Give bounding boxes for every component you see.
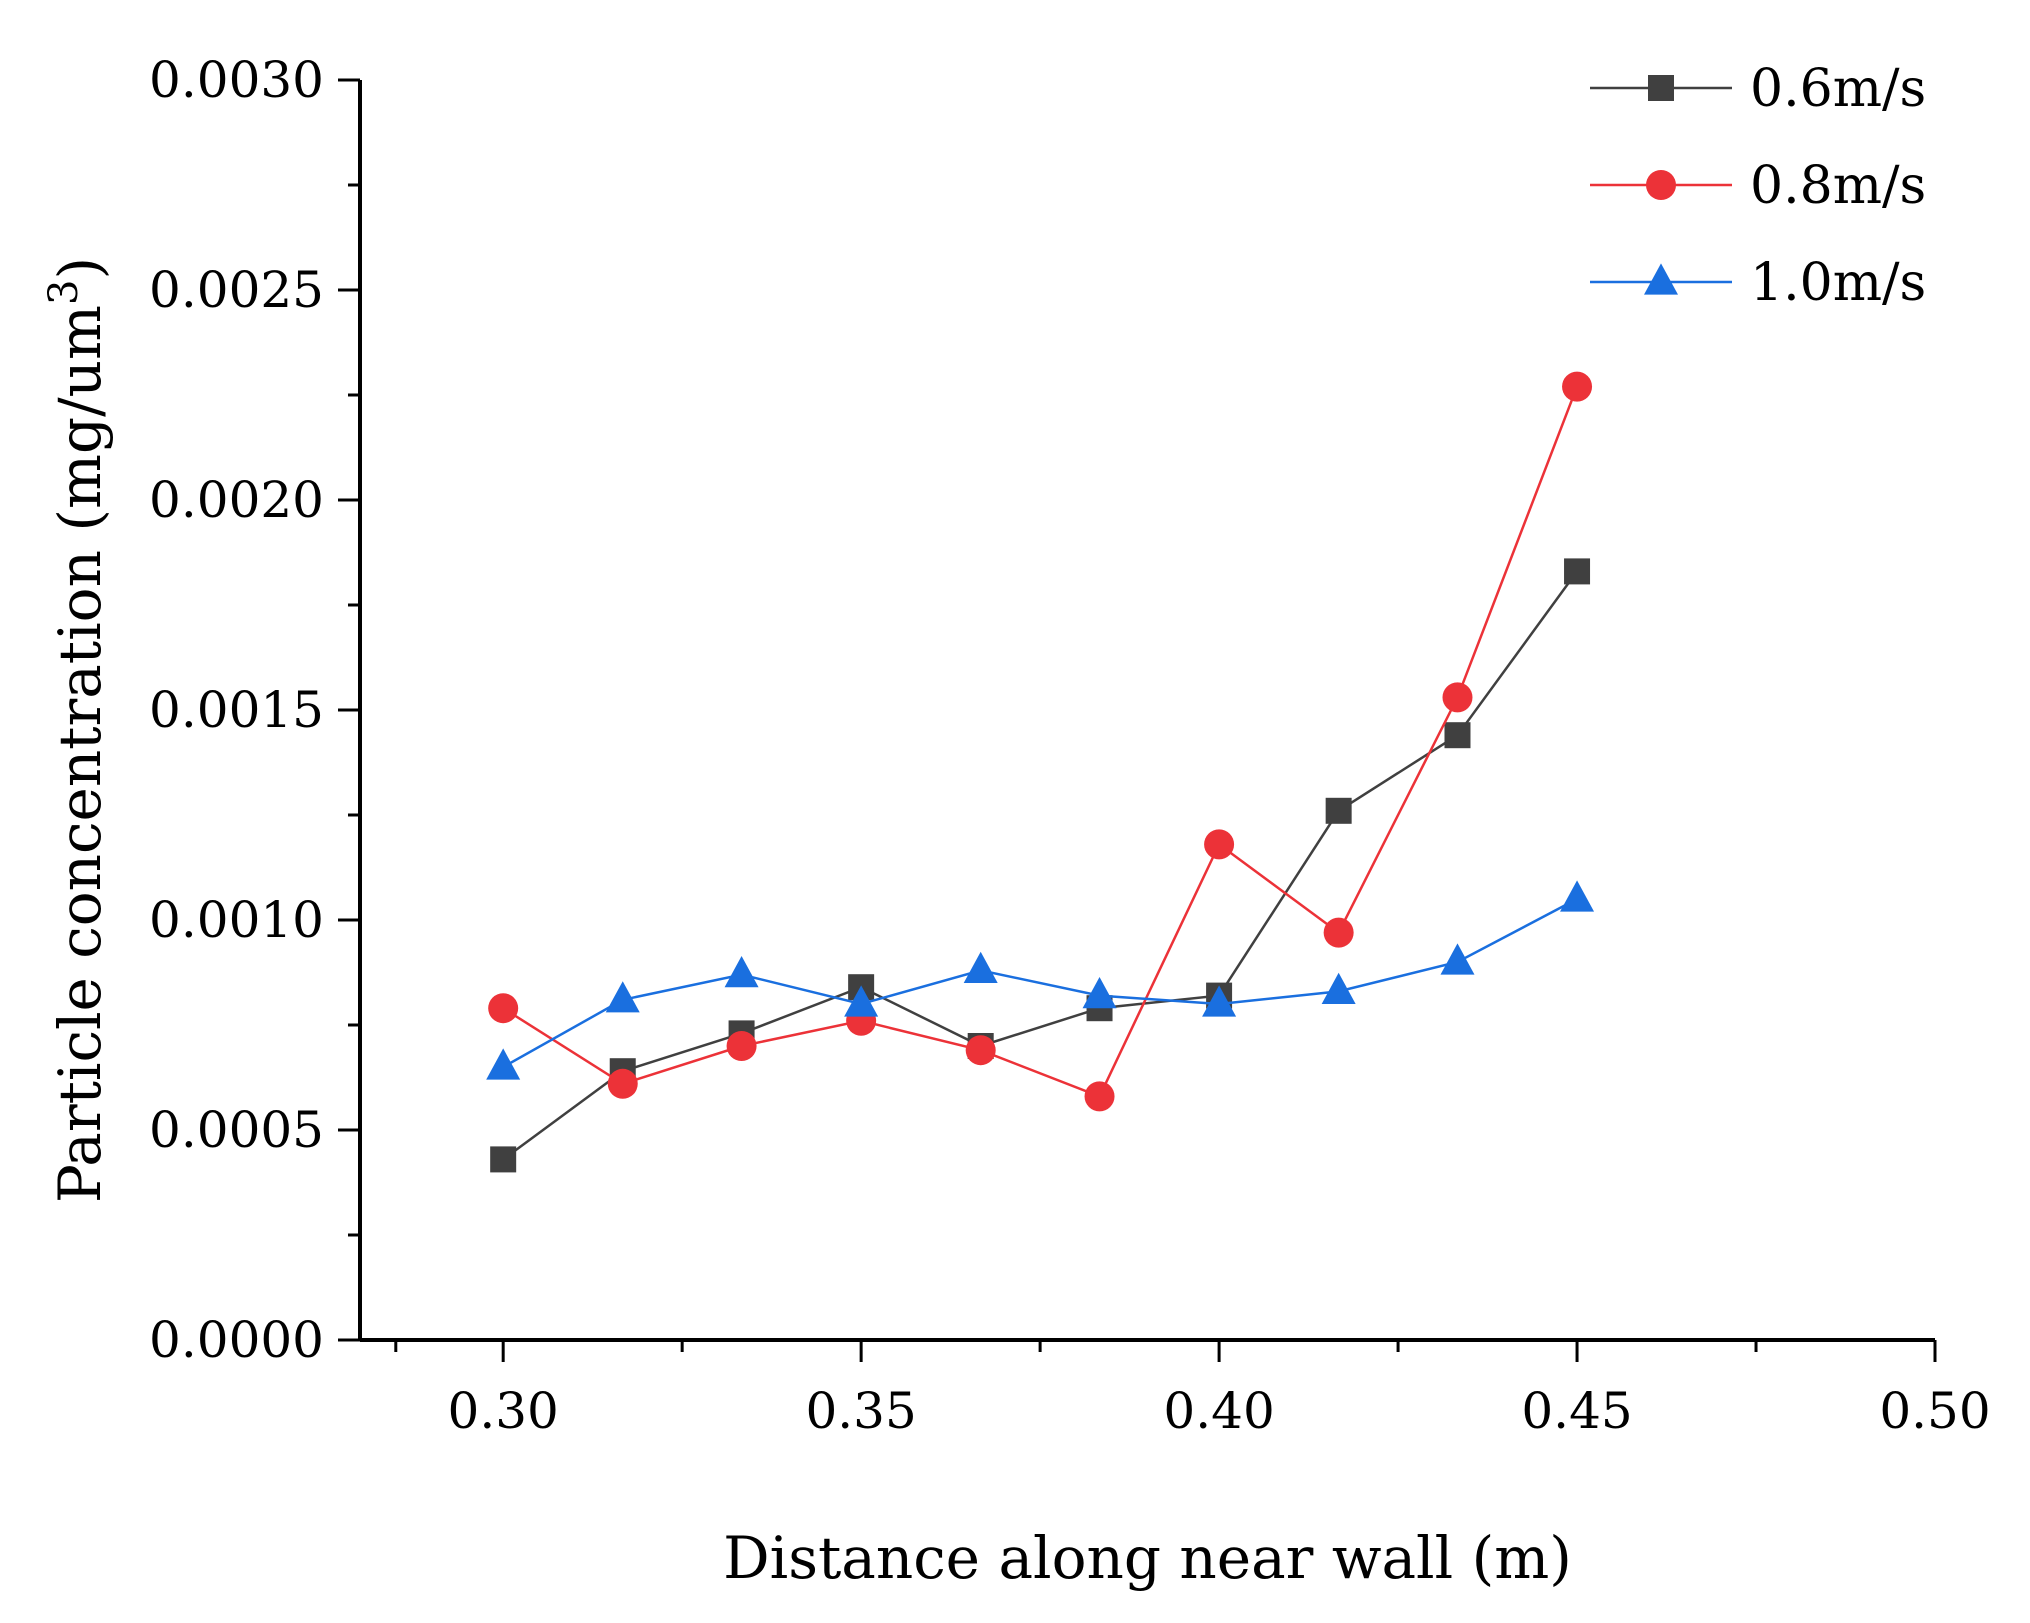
- axes: 0.0000 0.0005 0.0010 0.0015 0.0020 0.0025 0.00…: [149, 51, 1991, 1440]
- data-point: [488, 993, 519, 1024]
- data-point: [1562, 371, 1593, 402]
- x-axis-title: Distance along near wall (m): [723, 1524, 1572, 1592]
- data-point: [844, 985, 879, 1017]
- data-point: [963, 951, 998, 983]
- data-point: [1325, 797, 1352, 824]
- y-tick-label: 0.0005: [149, 1101, 324, 1159]
- data-point: [1204, 829, 1235, 860]
- y-axis-title: Particle concentration (mg/um3): [41, 257, 114, 1203]
- y-tick-label: 0.0015: [149, 681, 324, 739]
- legend-marker: [1644, 263, 1678, 295]
- data-point: [1323, 917, 1354, 948]
- y-tick-label: 0.0020: [149, 471, 324, 529]
- x-tick-label: 0.50: [1879, 1382, 1990, 1440]
- legend-marker: [1648, 75, 1674, 101]
- data-point: [1560, 880, 1595, 912]
- series-line: [502, 386, 1579, 1098]
- data-point: [1440, 943, 1475, 975]
- series-0.6m/s: [490, 558, 1591, 1173]
- series-1.0m/s: [486, 880, 1595, 1080]
- data-point: [607, 1068, 638, 1099]
- y-tick-label: 0.0025: [149, 261, 324, 319]
- data-point: [1321, 972, 1356, 1004]
- data-point: [490, 1146, 517, 1173]
- data-point: [726, 1031, 757, 1061]
- legend-entry: 0.6m/s: [1590, 59, 1926, 119]
- legend-entry: 1.0m/s: [1590, 253, 1926, 313]
- series-0.8m/s: [488, 371, 1593, 1112]
- y-tick-label: 0.0030: [149, 51, 324, 109]
- data-point: [1564, 558, 1591, 585]
- data-point: [486, 1048, 521, 1080]
- y-axis-title-superscript: 3: [41, 280, 87, 305]
- series-line: [502, 570, 1579, 1161]
- legend: 0.6m/s 0.8m/s 1.0m/s: [1590, 59, 1926, 313]
- data-point: [1082, 977, 1117, 1009]
- y-axis-title-suffix: ): [46, 257, 114, 280]
- legend-label: 0.8m/s: [1750, 156, 1926, 216]
- x-tick-label: 0.45: [1521, 1382, 1632, 1440]
- data-point: [965, 1035, 996, 1066]
- data-point: [724, 956, 759, 988]
- y-tick-label: 0.0010: [149, 891, 324, 949]
- x-tick-label: 0.40: [1163, 1382, 1274, 1440]
- series-line: [502, 897, 1578, 1069]
- y-tick-label: 0.0000: [149, 1311, 324, 1369]
- series-layer: [486, 371, 1595, 1173]
- x-tick-label: 0.35: [805, 1382, 916, 1440]
- data-point: [1444, 722, 1471, 749]
- data-point: [1202, 985, 1237, 1017]
- data-point: [605, 981, 640, 1013]
- x-tick-label: 0.30: [448, 1382, 559, 1440]
- data-point: [1442, 682, 1473, 713]
- legend-marker: [1646, 170, 1676, 200]
- legend-label: 1.0m/s: [1750, 253, 1926, 313]
- y-axis-title-main: Particle concentration (mg/um: [46, 305, 114, 1203]
- legend-entry: 0.8m/s: [1590, 156, 1926, 216]
- legend-label: 0.6m/s: [1750, 59, 1926, 119]
- data-point: [1084, 1081, 1115, 1112]
